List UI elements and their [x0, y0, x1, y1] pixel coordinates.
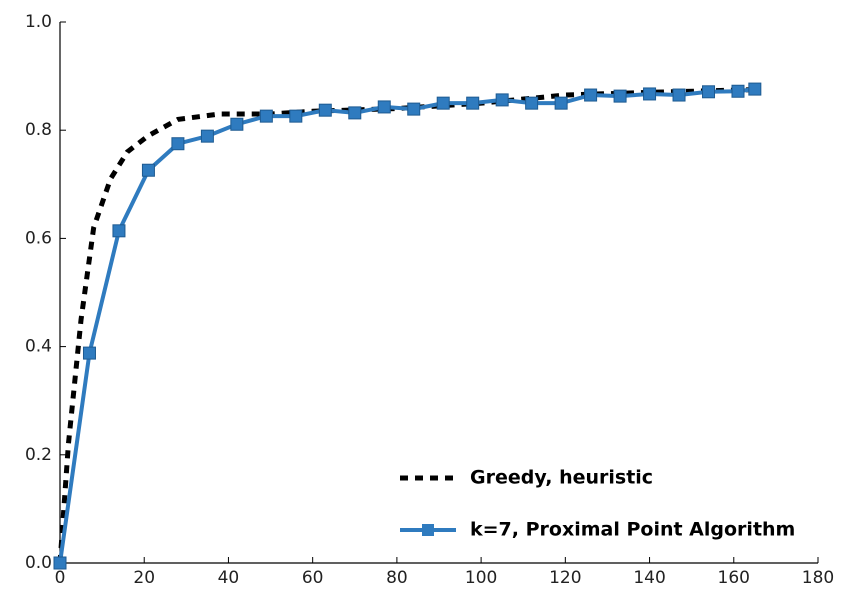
- marker: [702, 85, 716, 99]
- marker: [748, 82, 762, 96]
- marker: [200, 129, 214, 143]
- marker: [348, 106, 362, 120]
- y-tick-label: 0.8: [25, 120, 52, 140]
- marker: [230, 117, 244, 131]
- marker: [436, 96, 450, 110]
- marker: [259, 109, 273, 123]
- y-tick-label: 1.0: [25, 12, 52, 32]
- x-tick-label: 80: [386, 568, 408, 588]
- legend-label: k=7, Proximal Point Algorithm: [470, 519, 795, 541]
- series-line: [58, 87, 756, 564]
- marker: [82, 346, 96, 360]
- x-tick-label: 20: [133, 568, 155, 588]
- marker: [53, 556, 67, 570]
- x-tick-label: 100: [465, 568, 497, 588]
- y-tick-label: 0.2: [25, 445, 52, 465]
- x-tick-label: 160: [718, 568, 750, 588]
- legend-marker: [422, 524, 434, 536]
- marker: [112, 224, 126, 238]
- series-line: [57, 87, 755, 564]
- y-tick-label: 0.4: [25, 337, 52, 357]
- marker: [141, 163, 155, 177]
- marker: [554, 96, 568, 110]
- x-tick-label: 60: [302, 568, 324, 588]
- marker: [377, 100, 391, 114]
- marker: [466, 96, 480, 110]
- marker: [731, 84, 745, 98]
- marker: [613, 89, 627, 103]
- marker: [495, 93, 509, 107]
- marker: [407, 102, 421, 116]
- marker: [584, 88, 598, 102]
- y-tick-label: 0.6: [25, 228, 52, 248]
- legend-label: Greedy, heuristic: [470, 467, 653, 489]
- y-tick-label: 0.0: [25, 553, 52, 573]
- x-tick-label: 0: [55, 568, 66, 588]
- x-tick-label: 120: [549, 568, 581, 588]
- marker: [289, 109, 303, 123]
- marker: [525, 96, 539, 110]
- x-tick-label: 140: [633, 568, 665, 588]
- marker: [643, 87, 657, 101]
- marker: [318, 103, 332, 117]
- marker: [672, 88, 686, 102]
- marker: [171, 137, 185, 151]
- x-tick-label: 40: [218, 568, 240, 588]
- x-tick-label: 180: [802, 568, 834, 588]
